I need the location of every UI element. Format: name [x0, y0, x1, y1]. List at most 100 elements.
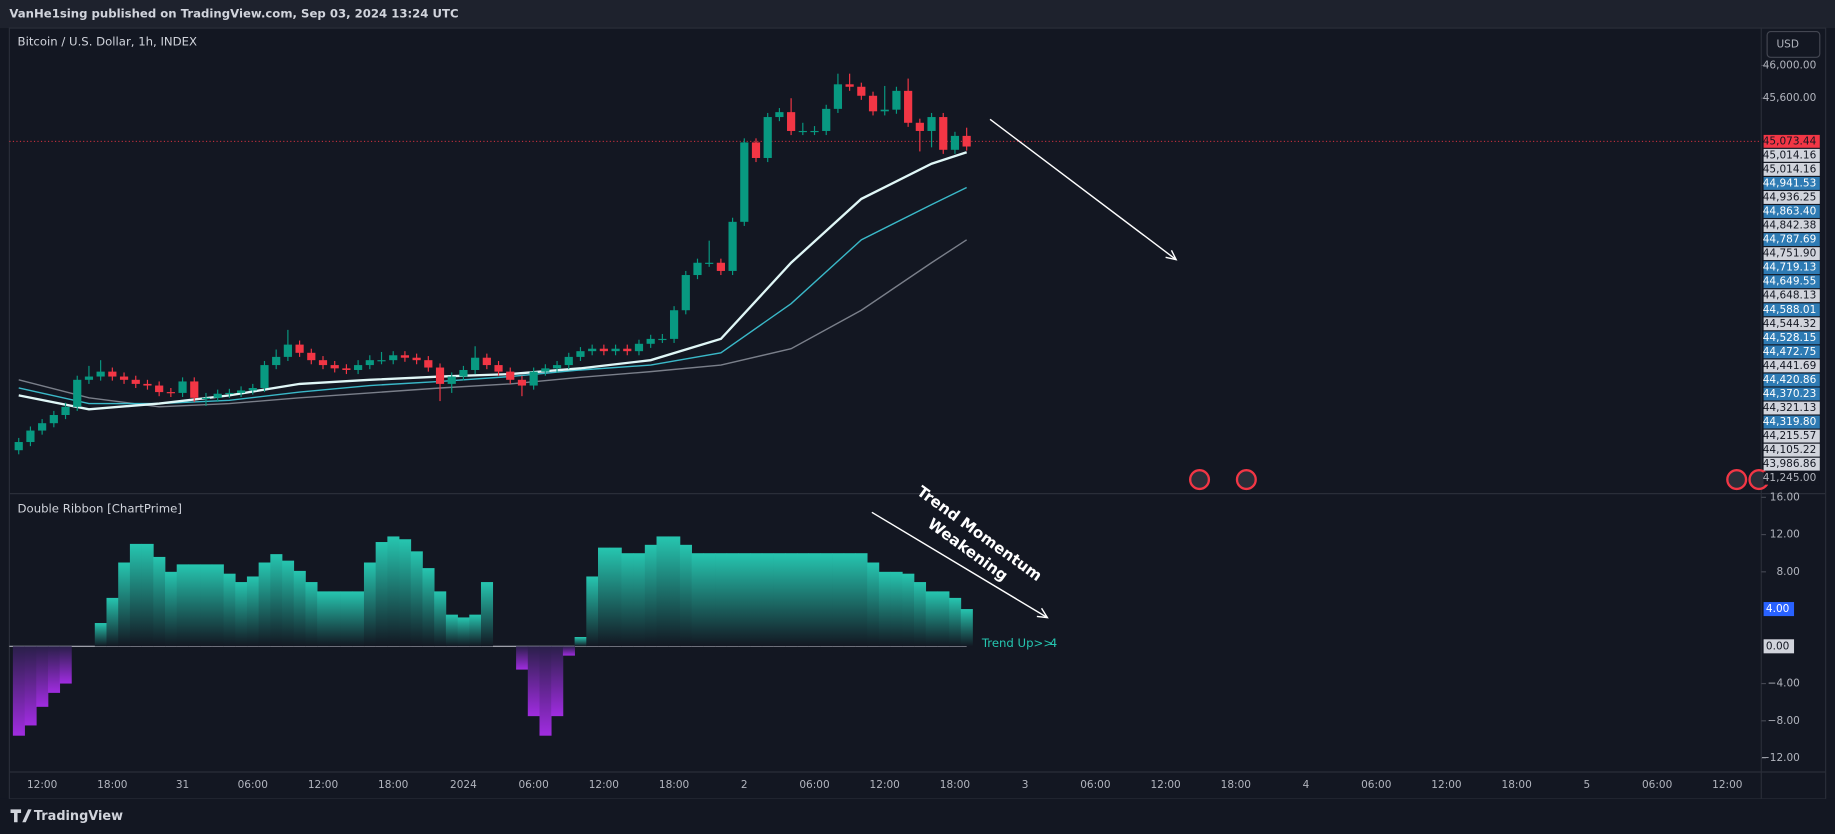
candle-body — [96, 371, 105, 377]
candle-body — [763, 117, 772, 158]
y-tick-label: −8.00 — [1768, 715, 1800, 727]
candle-body — [377, 360, 386, 362]
momentum-bar — [422, 568, 435, 647]
symbol-title: Bitcoin / U.S. Dollar, 1h, INDEX — [18, 35, 198, 49]
candle-body — [49, 415, 58, 424]
x-tick-label: 2 — [741, 779, 748, 791]
momentum-bar — [796, 553, 810, 647]
y-tick-label: 46,000.00 — [1763, 59, 1817, 71]
momentum-bar — [902, 573, 915, 647]
y-tick-label: −4.00 — [1768, 678, 1800, 690]
price-label-bg — [1763, 401, 1820, 415]
current-value-badge — [1763, 602, 1795, 617]
price-label: 44,319.80 — [1763, 416, 1817, 428]
event-icon[interactable] — [1189, 469, 1211, 491]
price-label: 44,941.53 — [1763, 177, 1817, 189]
candle-body — [588, 348, 597, 352]
candle-body — [283, 344, 292, 357]
momentum-bar — [621, 553, 634, 647]
candle-body — [939, 117, 948, 150]
candle-body — [225, 392, 234, 395]
x-tick-label: 12:00 — [1431, 779, 1461, 791]
momentum-bar — [328, 591, 341, 647]
momentum-bar — [12, 646, 25, 736]
candle-body — [213, 393, 222, 398]
price-label-bg — [1763, 191, 1820, 204]
price-label: 44,863.40 — [1763, 206, 1817, 218]
brand-name: TradingView — [34, 809, 123, 824]
price-label-bg — [1763, 247, 1820, 261]
price-label: 44,544.32 — [1763, 318, 1817, 330]
candle-body — [26, 430, 35, 443]
x-tick-label: 06:00 — [1080, 779, 1110, 791]
candle-body — [904, 90, 913, 123]
x-tick-label: 06:00 — [1361, 779, 1391, 791]
trend-value: 4 — [1050, 636, 1057, 650]
candle-body — [658, 338, 667, 341]
candle-body — [646, 338, 655, 344]
x-tick-label: 5 — [1584, 779, 1591, 791]
x-tick-label: 2024 — [450, 779, 477, 791]
candle-body — [857, 86, 866, 96]
y-tick-label: 45,600.00 — [1763, 92, 1817, 104]
price-label: 45,014.16 — [1763, 149, 1817, 161]
candle-body — [880, 109, 889, 112]
momentum-bar — [913, 582, 927, 647]
candle-body — [307, 352, 316, 361]
top-bar — [0, 0, 1835, 29]
ribbon-line — [18, 239, 968, 408]
momentum-bar — [469, 614, 482, 647]
momentum-bar — [59, 646, 72, 684]
published-text: VanHe1sing published on TradingView.com,… — [9, 7, 458, 21]
candle-body — [400, 355, 410, 358]
momentum-bar — [738, 553, 751, 647]
event-icon[interactable] — [1235, 469, 1257, 491]
momentum-bar — [949, 597, 962, 647]
x-tick-label: 18:00 — [659, 779, 689, 791]
price-label-bg — [1763, 373, 1820, 387]
momentum-bar — [445, 614, 458, 647]
candle-body — [471, 357, 480, 370]
price-label: 44,787.69 — [1763, 234, 1817, 246]
momentum-bar — [703, 553, 716, 647]
candle-body — [810, 130, 819, 133]
arrow-head — [1036, 607, 1049, 619]
momentum-bar — [106, 597, 119, 647]
candle-body — [84, 376, 94, 380]
price-label-bg — [1763, 233, 1820, 247]
x-tick-label: 18:00 — [1502, 779, 1532, 791]
momentum-bar — [562, 646, 575, 656]
candle-body — [517, 379, 527, 386]
event-icon[interactable] — [1726, 469, 1748, 491]
x-tick-label: 12:00 — [27, 779, 57, 791]
momentum-bar — [785, 553, 798, 647]
candle-body — [892, 90, 901, 110]
currency-label[interactable]: USD — [1776, 38, 1798, 50]
price-label: 45,073.44 — [1763, 135, 1817, 147]
momentum-bar — [843, 553, 856, 647]
currency-button[interactable] — [1766, 30, 1821, 58]
candle-body — [155, 385, 164, 393]
momentum-bar — [855, 553, 868, 647]
momentum-bar — [761, 553, 774, 647]
brand-logo — [10, 809, 32, 823]
x-tick-label: 06:00 — [1642, 779, 1672, 791]
price-label-bg — [1763, 289, 1820, 303]
price-label-bg — [1763, 429, 1820, 443]
price-label-bg — [1763, 162, 1820, 176]
price-label-bg — [1763, 148, 1820, 162]
candle-body — [424, 360, 433, 368]
momentum-bar — [47, 646, 61, 693]
momentum-bar — [644, 544, 657, 647]
x-tick-label: 12:00 — [589, 779, 619, 791]
price-label: 44,472.75 — [1763, 346, 1817, 358]
momentum-bar — [726, 553, 739, 647]
price-label-bg — [1763, 345, 1820, 359]
candle-body — [611, 348, 620, 352]
momentum-bar — [188, 564, 201, 647]
momentum-bar — [118, 562, 131, 647]
candle-body — [272, 356, 281, 366]
price-label-bg — [1763, 261, 1820, 275]
price-label: 44,321.13 — [1763, 402, 1817, 414]
momentum-bar — [235, 582, 248, 647]
